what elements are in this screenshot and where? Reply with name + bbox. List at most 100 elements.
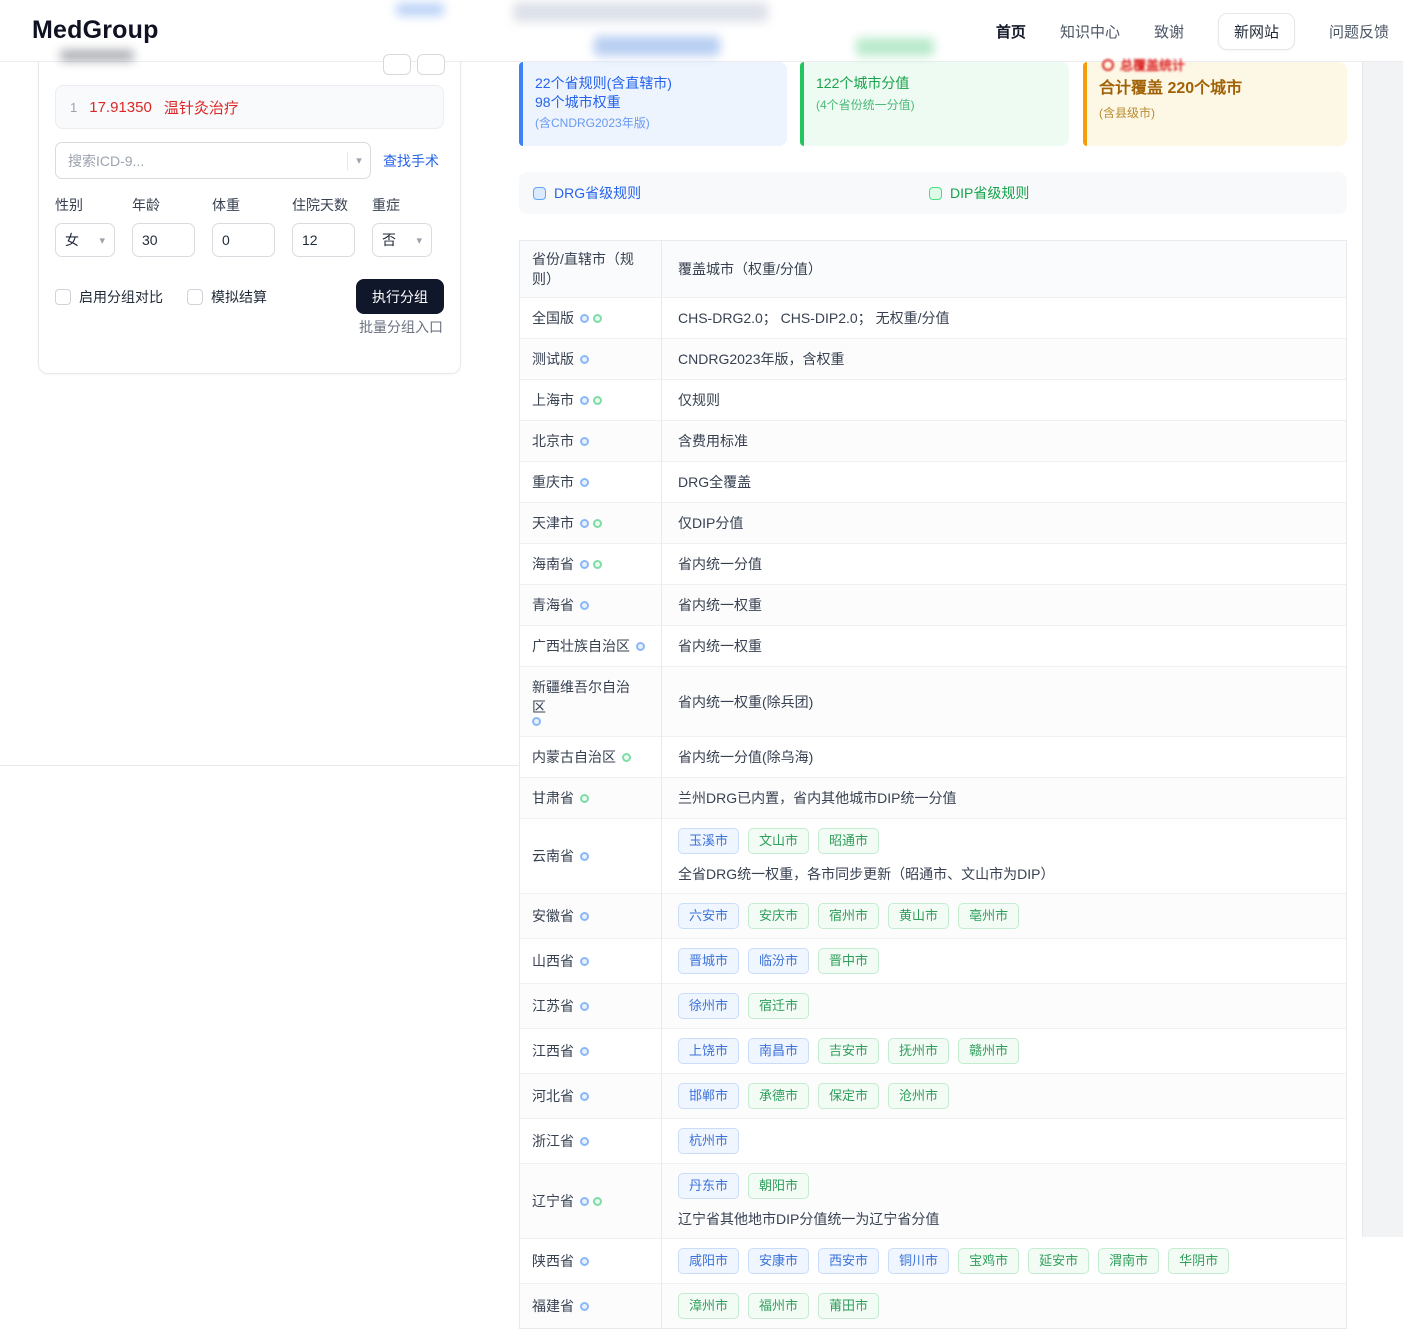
- panel-tool-button-2[interactable]: [417, 54, 445, 75]
- city-chip[interactable]: 安康市: [748, 1248, 810, 1274]
- rule-dots: [580, 313, 602, 323]
- field-input-value[interactable]: [302, 232, 345, 248]
- city-chip[interactable]: 渭南市: [1098, 1248, 1160, 1274]
- province-cell: 天津市: [520, 503, 662, 543]
- nav-item-4[interactable]: 问题反馈: [1328, 23, 1389, 41]
- drg-dot-icon: [580, 1256, 589, 1266]
- drg-dot-icon: [580, 518, 589, 528]
- checkbox-icon[interactable]: [187, 288, 203, 305]
- city-chip[interactable]: 临汾市: [748, 948, 810, 974]
- divider: [347, 151, 348, 170]
- city-chip[interactable]: 文山市: [748, 828, 810, 854]
- city-chip[interactable]: 黄山市: [888, 903, 950, 929]
- table-row: 陕西省 咸阳市 安康市 西安市 铜川市 宝鸡市 延安市 渭南市 华阴市: [520, 1238, 1346, 1283]
- options-checkboxes: 启用分组对比 模拟结算: [55, 287, 291, 307]
- city-chip[interactable]: 朝阳市: [748, 1173, 810, 1199]
- field-input[interactable]: [212, 223, 275, 257]
- nav-item-1[interactable]: 知识中心: [1059, 23, 1120, 41]
- field-select[interactable]: 否 ▾: [372, 223, 432, 257]
- field-1: 年龄: [132, 195, 195, 257]
- find-surgery-link[interactable]: 查找手术: [383, 152, 439, 169]
- drg-dot-icon: [580, 1136, 589, 1146]
- province-cell: 新疆维吾尔自治区: [520, 667, 662, 736]
- table-row: 天津市 仅DIP分值: [520, 502, 1346, 543]
- coverage-cell: 兰州DRG已内置，省内其他城市DIP统一分值: [662, 778, 1346, 818]
- province-cell: 海南省: [520, 544, 662, 584]
- panel-tool-button-1[interactable]: [383, 54, 411, 75]
- diagnosis-item[interactable]: 1 17.91350 温针灸治疗: [55, 85, 444, 129]
- table-row: 山西省 晋城市 临汾市 晋中市: [520, 938, 1346, 983]
- province-name: 安徽省: [532, 908, 574, 924]
- table-row: 海南省 省内统一分值: [520, 543, 1346, 584]
- city-chip[interactable]: 徐州市: [678, 993, 740, 1019]
- city-chip[interactable]: 漳州市: [678, 1293, 740, 1319]
- brand-logo[interactable]: MedGroup: [32, 16, 159, 44]
- city-chip[interactable]: 咸阳市: [678, 1248, 740, 1274]
- city-chip[interactable]: 晋中市: [818, 948, 880, 974]
- checkbox-option-0[interactable]: 启用分组对比: [55, 287, 163, 307]
- city-chip[interactable]: 沧州市: [888, 1083, 950, 1109]
- city-chip[interactable]: 宿迁市: [748, 993, 810, 1019]
- city-chip[interactable]: 杭州市: [678, 1128, 740, 1154]
- row-text: 省内统一分值(除乌海): [678, 749, 814, 765]
- city-chip[interactable]: 安庆市: [748, 903, 810, 929]
- city-chips: 邯郸市 承德市 保定市 沧州市: [678, 1083, 1330, 1109]
- province-cell: 江苏省: [520, 984, 662, 1028]
- province-cell: 重庆市: [520, 462, 662, 502]
- checkbox-icon[interactable]: [55, 288, 71, 305]
- city-chip[interactable]: 莆田市: [818, 1293, 880, 1319]
- city-chip[interactable]: 南昌市: [748, 1038, 810, 1064]
- province-cell: 青海省: [520, 585, 662, 625]
- city-chip[interactable]: 承德市: [748, 1083, 810, 1109]
- nav-item-2[interactable]: 致谢: [1153, 23, 1184, 41]
- province-cell: 浙江省: [520, 1119, 662, 1163]
- run-grouping-button[interactable]: 执行分组: [356, 279, 444, 314]
- city-chip[interactable]: 宿州市: [818, 903, 880, 929]
- batch-grouping-link[interactable]: 批量分组入口: [359, 319, 443, 335]
- city-chip[interactable]: 宝鸡市: [958, 1248, 1020, 1274]
- field-input-value[interactable]: [142, 232, 185, 248]
- city-chip[interactable]: 玉溪市: [678, 828, 740, 854]
- city-chip[interactable]: 吉安市: [818, 1038, 880, 1064]
- province-cell: 测试版: [520, 339, 662, 379]
- city-chip[interactable]: 华阴市: [1168, 1248, 1230, 1274]
- province-name: 测试版: [532, 351, 574, 367]
- icd9-search-input[interactable]: [56, 152, 347, 169]
- city-chip[interactable]: 西安市: [818, 1248, 880, 1274]
- nav-item-0[interactable]: 首页: [995, 23, 1026, 41]
- city-chip[interactable]: 铜川市: [888, 1248, 950, 1274]
- city-chip[interactable]: 福州市: [748, 1293, 810, 1319]
- rule-dots: [580, 1091, 589, 1101]
- field-select[interactable]: 女 ▾: [55, 223, 115, 257]
- dip-dot-icon: [593, 395, 602, 405]
- drg-dot-icon: [580, 395, 589, 405]
- table-row: 新疆维吾尔自治区 省内统一权重(除兵团): [520, 666, 1346, 736]
- city-chip[interactable]: 抚州市: [888, 1038, 950, 1064]
- province-cell: 安徽省: [520, 894, 662, 938]
- field-input[interactable]: [132, 223, 195, 257]
- city-chip[interactable]: 六安市: [678, 903, 740, 929]
- top-header: MedGroup 首页 知识中心 致谢 新网站 问题反馈: [0, 0, 1403, 62]
- city-chip[interactable]: 邯郸市: [678, 1083, 740, 1109]
- city-chip[interactable]: 晋城市: [678, 948, 740, 974]
- checkbox-option-1[interactable]: 模拟结算: [187, 287, 267, 307]
- field-4: 重症否 ▾: [372, 195, 432, 257]
- city-chip[interactable]: 昭通市: [818, 828, 880, 854]
- nav-item-3[interactable]: 新网站: [1217, 12, 1295, 50]
- city-chip[interactable]: 延安市: [1028, 1248, 1090, 1274]
- city-chip[interactable]: 保定市: [818, 1083, 880, 1109]
- card-accent-bar: [519, 62, 523, 146]
- field-input[interactable]: [292, 223, 355, 257]
- chevron-down-icon[interactable]: ▾: [356, 155, 362, 167]
- table-row: 福建省 漳州市 福州市 莆田市: [520, 1283, 1346, 1328]
- city-chip[interactable]: 上饶市: [678, 1038, 740, 1064]
- city-chip[interactable]: 亳州市: [958, 903, 1020, 929]
- coverage-cell: 玉溪市 文山市 昭通市 全省DRG统一权重，各市同步更新（昭通市、文山市为DIP）: [662, 819, 1346, 893]
- city-chip[interactable]: 丹东市: [678, 1173, 740, 1199]
- page-right-gutter[interactable]: [1362, 62, 1403, 1237]
- field-input-value[interactable]: [222, 232, 265, 248]
- city-chip[interactable]: 赣州市: [958, 1038, 1020, 1064]
- icd9-search-box: ▾: [55, 142, 371, 179]
- city-chips: 六安市 安庆市 宿州市 黄山市 亳州市: [678, 903, 1330, 929]
- total-coverage-line1: 合计覆盖 220个城市: [1099, 80, 1243, 97]
